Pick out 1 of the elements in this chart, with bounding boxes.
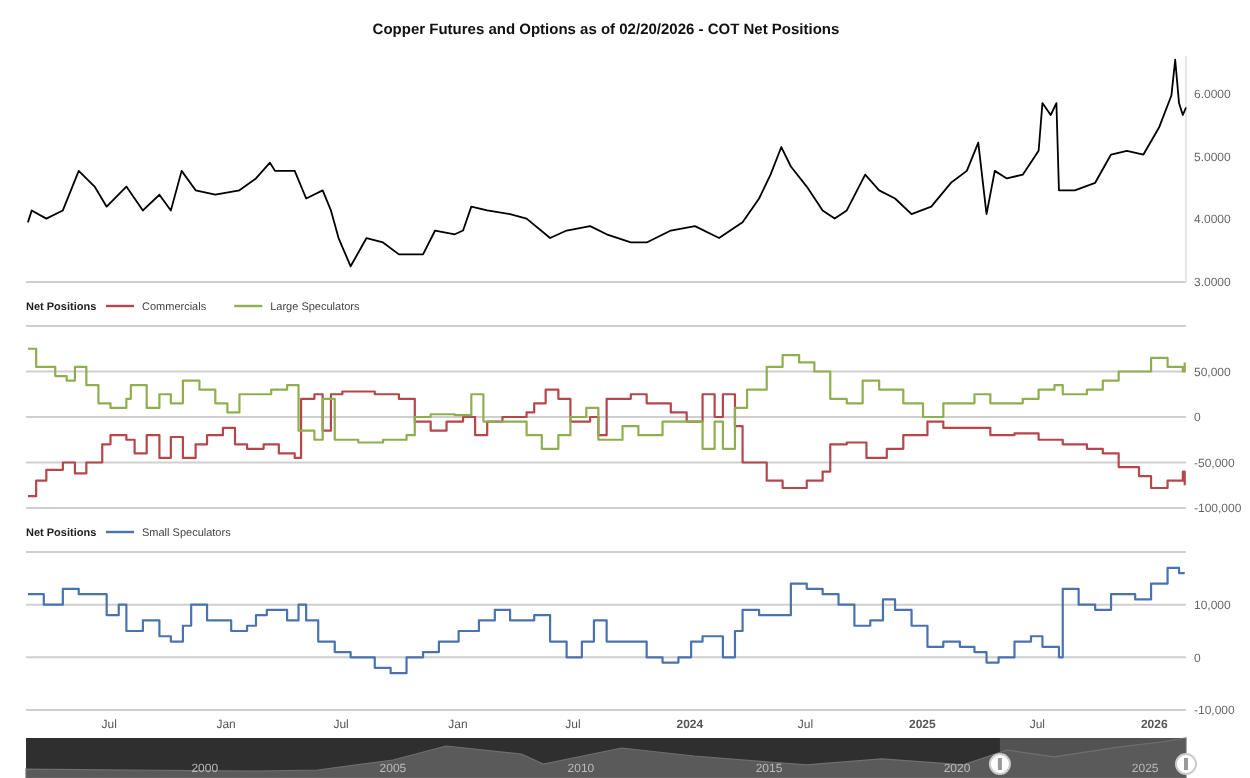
line-series xyxy=(27,58,1187,268)
